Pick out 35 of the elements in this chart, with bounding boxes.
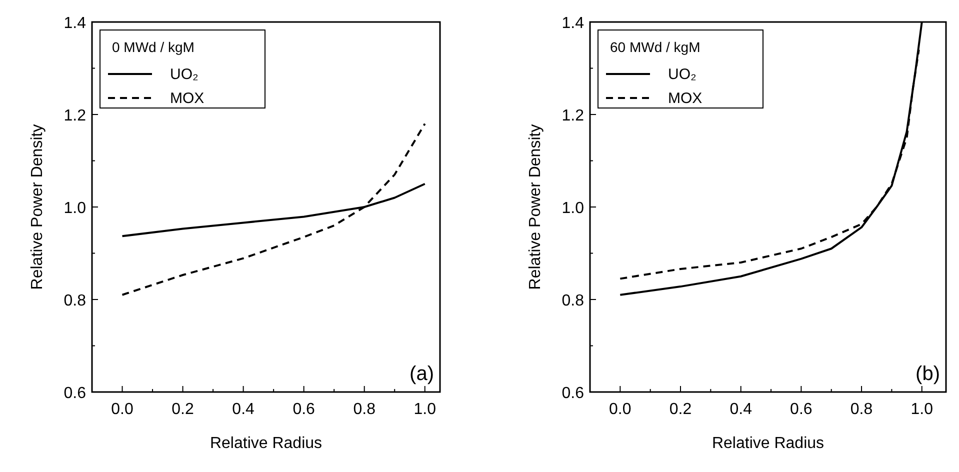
x-tick-label: 0.8: [353, 401, 376, 418]
x-tick-label: 0.8: [850, 401, 873, 418]
y-axis-title: Relative Power Density: [527, 124, 544, 290]
x-tick-label: 0.2: [669, 401, 692, 418]
y-tick-label: 1.2: [562, 108, 584, 124]
annotation: (b): [916, 363, 940, 385]
legend-label: MOX: [668, 90, 702, 107]
y-tick-label: 1.4: [64, 15, 86, 32]
legend-label: UO₂: [170, 66, 198, 83]
annotation: (a): [410, 363, 434, 385]
x-tick-label: 1.0: [414, 401, 436, 418]
y-tick-label: 0.6: [562, 385, 584, 402]
legend-title: 60 MWd / kgM: [610, 39, 700, 55]
legend-label: MOX: [170, 90, 204, 107]
x-tick-label: 0.6: [292, 401, 316, 418]
x-axis-title: Relative Radius: [210, 435, 322, 452]
y-tick-label: 1.4: [562, 15, 584, 32]
x-tick-label: 0.6: [790, 401, 812, 418]
x-axis-title: Relative Radius: [712, 435, 824, 452]
x-tick-label: 0.0: [609, 401, 632, 418]
y-axis-title: Relative Power Density: [29, 124, 46, 290]
legend-title: 0 MWd / kgM: [112, 39, 194, 55]
x-tick-label: 0.4: [730, 401, 752, 418]
y-tick-label: 0.8: [64, 292, 86, 310]
y-tick-label: 1.2: [64, 108, 86, 124]
x-tick-label: 0.4: [232, 401, 255, 418]
legend-label: UO₂: [668, 66, 696, 83]
x-tick-label: 1.0: [910, 401, 934, 418]
y-tick-label: 1.0: [64, 200, 86, 217]
line-series: [121, 122, 426, 296]
y-tick-label: 0.6: [64, 385, 86, 402]
x-tick-label: 0.2: [172, 401, 194, 418]
y-tick-label: 0.8: [562, 292, 584, 310]
y-tick-label: 1.0: [562, 200, 584, 217]
x-tick-label: 0.0: [111, 401, 134, 418]
